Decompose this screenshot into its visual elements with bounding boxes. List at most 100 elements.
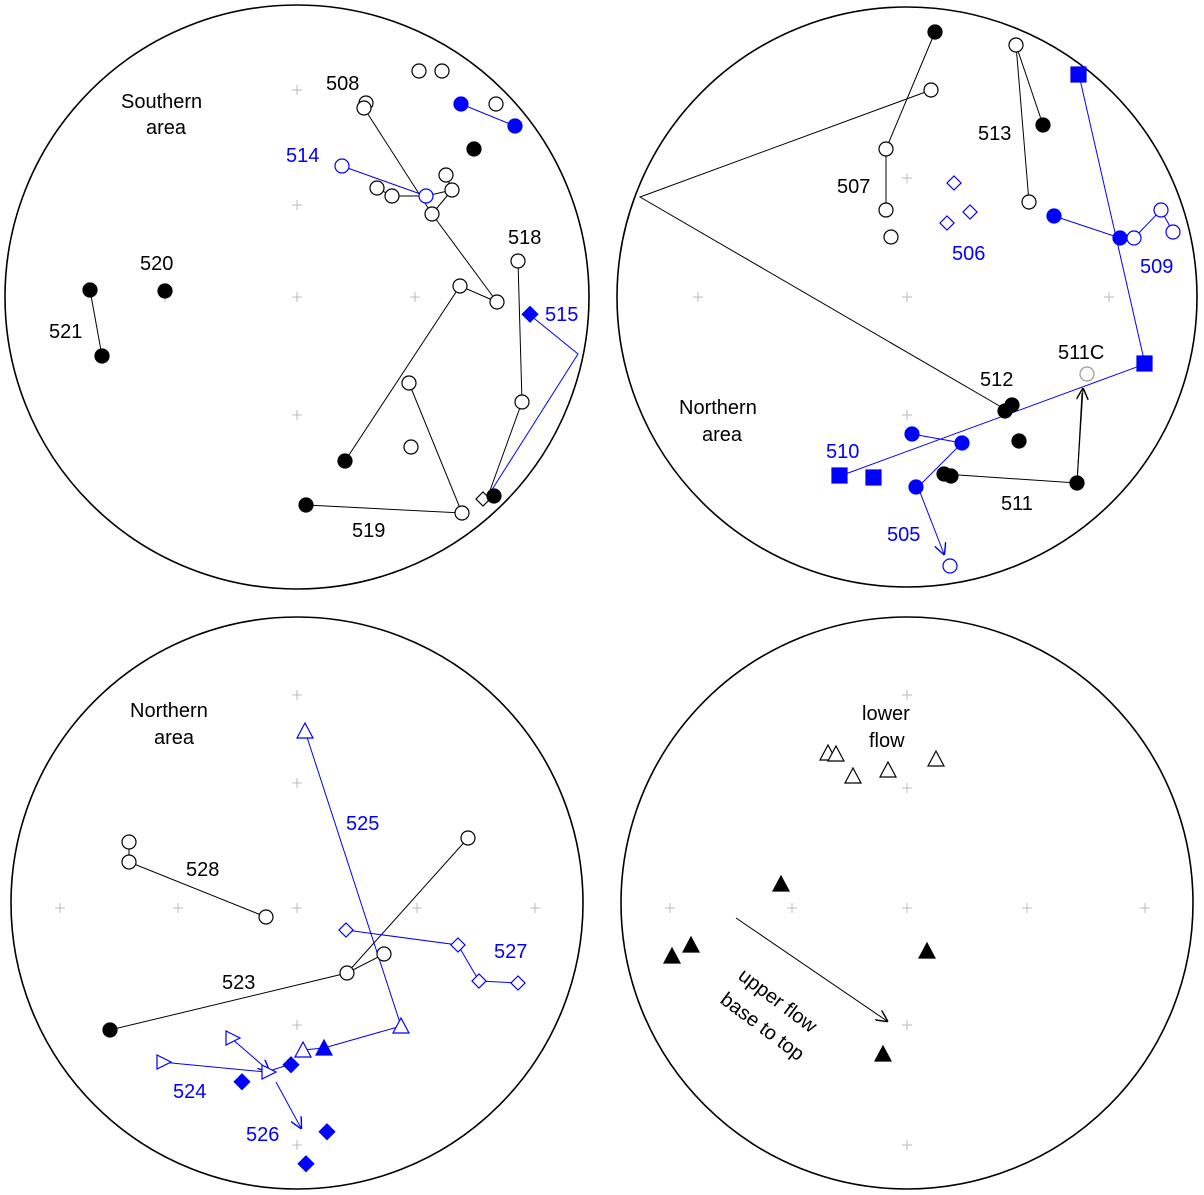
open-circle-marker [488, 96, 504, 112]
filled-diamond-marker [297, 1155, 315, 1173]
net-outline [620, 616, 1194, 1190]
open-circle-marker [452, 278, 468, 294]
labels-northern-1: 513 507 506 509 511C 512 Northern area 5… [679, 123, 1173, 546]
sample-label: 518 [508, 227, 541, 249]
sample-label: 508 [326, 73, 359, 95]
stereonet-northern-1: 513 507 506 509 511C 512 Northern area 5… [616, 6, 1198, 588]
filled-diamond-marker [282, 1056, 300, 1074]
open-circle-marker [376, 946, 392, 962]
open-circle-marker [489, 294, 505, 310]
sample-label: 505 [887, 524, 920, 546]
stereonet-flows: lower flow upper flow base to top [620, 616, 1194, 1190]
sample-label: 525 [346, 813, 379, 835]
filled-square-marker [831, 467, 848, 484]
sample-label: 515 [545, 304, 578, 326]
net-crosses [55, 690, 540, 1150]
arrow-511c [1077, 389, 1083, 484]
panel-title: Northern [130, 700, 208, 722]
filled-diamond-marker [521, 305, 539, 323]
open-circle-marker [121, 854, 137, 870]
open-circle-marker [444, 182, 460, 198]
open-circle-marker [1021, 194, 1037, 210]
open-circle-marker [438, 167, 454, 183]
sample-label: 511C [1058, 342, 1104, 364]
filled-circle-marker [943, 468, 959, 484]
open-circle-marker [454, 505, 470, 521]
open-triangle-marker [827, 744, 845, 762]
open-circle-marker [883, 229, 899, 245]
sample-label: 511 [1001, 493, 1033, 515]
open-circle-marker [411, 63, 427, 79]
open-circle-marker [258, 909, 274, 925]
sample-label: 519 [352, 520, 385, 542]
lines-southern [89, 103, 579, 514]
filled-square-marker [1136, 355, 1153, 372]
net-outline [616, 6, 1198, 588]
filled-triangle-marker [918, 941, 936, 959]
open-triangle-marker [261, 1064, 278, 1080]
filled-circle-marker [954, 435, 970, 451]
net-crosses [693, 173, 1114, 420]
open-diamond-marker [450, 937, 466, 953]
open-circle-marker [434, 63, 450, 79]
filled-circle-marker [466, 141, 482, 157]
open-diamond-marker [471, 973, 487, 989]
filled-triangle-marker [663, 946, 681, 964]
open-triangle-marker [844, 766, 862, 784]
open-circle-marker [384, 188, 400, 204]
open-circle-marker [418, 188, 434, 204]
open-diamond-marker [962, 204, 978, 220]
open-circle-marker [878, 141, 894, 157]
filled-circle-marker [453, 96, 469, 112]
filled-diamond-marker [318, 1123, 336, 1141]
sample-label: 512 [980, 369, 1013, 391]
panel-title: area [702, 424, 743, 446]
sample-label: 526 [246, 1124, 279, 1146]
open-circle-marker [514, 394, 530, 410]
filled-triangle-marker [682, 935, 700, 953]
open-circle-marker [460, 830, 476, 846]
sample-label: 528 [186, 859, 219, 881]
filled-circle-marker [1035, 117, 1051, 133]
open-triangle-marker [156, 1054, 173, 1070]
open-circle-marker [923, 82, 939, 98]
open-triangle-marker [927, 749, 945, 767]
open-circle-marker [334, 158, 350, 174]
net-outline [10, 616, 584, 1190]
net-crosses [665, 690, 1150, 1150]
filled-triangle-marker [772, 874, 790, 892]
filled-diamond-marker [233, 1073, 251, 1091]
open-circle-marker [1079, 366, 1095, 382]
panel-title: Northern [679, 397, 757, 419]
open-diamond-marker [338, 922, 354, 938]
filled-triangle-marker [874, 1044, 892, 1062]
sample-label: 513 [978, 123, 1011, 145]
open-circle-marker [403, 439, 419, 455]
filled-circle-marker [82, 282, 98, 298]
open-circle-marker [369, 180, 385, 196]
sample-label: 524 [173, 1081, 206, 1103]
open-circle-marker [401, 375, 417, 391]
open-triangle-marker [879, 760, 897, 778]
filled-circle-marker [507, 118, 523, 134]
filled-circle-marker [1069, 475, 1085, 491]
filled-circle-marker [94, 348, 110, 364]
sample-label: 509 [1140, 256, 1173, 278]
panel-title: area [154, 727, 195, 749]
filled-circle-marker [337, 453, 353, 469]
labels-flows: lower flow upper flow base to top [716, 703, 910, 1066]
net-crosses [160, 85, 420, 420]
arrow-505 [917, 486, 944, 554]
open-circle-marker [1008, 37, 1024, 53]
open-circle-marker [1165, 224, 1181, 240]
filled-circle-marker [1112, 230, 1128, 246]
stereonet-northern-2: Northern area 525 528 527 523 524 526 [10, 616, 584, 1190]
stereonet-southern: Southern area 508 514 518 520 521 515 51… [4, 4, 590, 590]
filled-circle-marker [997, 403, 1013, 419]
sample-label: 523 [222, 972, 255, 994]
open-circle-marker [510, 253, 526, 269]
open-circle-marker [339, 965, 355, 981]
open-triangle-marker [296, 721, 314, 739]
arrow-upper-flow [735, 917, 887, 1021]
